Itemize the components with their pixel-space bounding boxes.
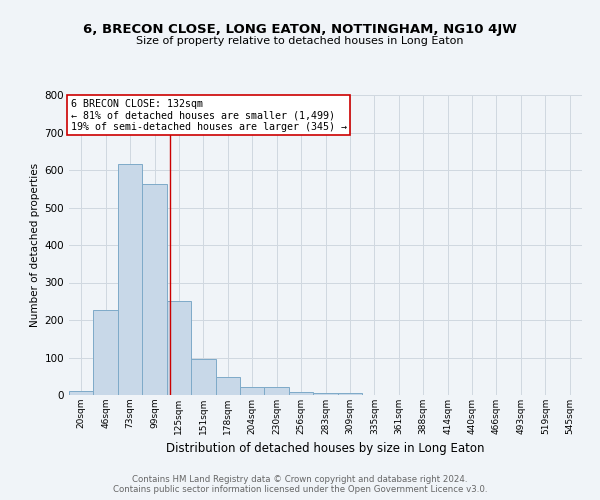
Bar: [265, 387, 289, 395]
Y-axis label: Number of detached properties: Number of detached properties: [31, 163, 40, 327]
Text: 6, BRECON CLOSE, LONG EATON, NOTTINGHAM, NG10 4JW: 6, BRECON CLOSE, LONG EATON, NOTTINGHAM,…: [83, 22, 517, 36]
Text: Contains HM Land Registry data © Crown copyright and database right 2024.
Contai: Contains HM Land Registry data © Crown c…: [113, 474, 487, 494]
Text: Size of property relative to detached houses in Long Eaton: Size of property relative to detached ho…: [136, 36, 464, 46]
Bar: [69, 391, 94, 395]
Bar: [142, 184, 167, 395]
Bar: [215, 377, 240, 395]
Bar: [240, 387, 265, 395]
Bar: [94, 310, 118, 395]
Bar: [167, 300, 191, 395]
Bar: [118, 164, 142, 395]
Bar: [191, 358, 215, 395]
X-axis label: Distribution of detached houses by size in Long Eaton: Distribution of detached houses by size …: [166, 442, 485, 456]
Bar: [289, 392, 313, 395]
Bar: [338, 393, 362, 395]
Text: 6 BRECON CLOSE: 132sqm
← 81% of detached houses are smaller (1,499)
19% of semi-: 6 BRECON CLOSE: 132sqm ← 81% of detached…: [71, 99, 347, 132]
Bar: [313, 393, 338, 395]
